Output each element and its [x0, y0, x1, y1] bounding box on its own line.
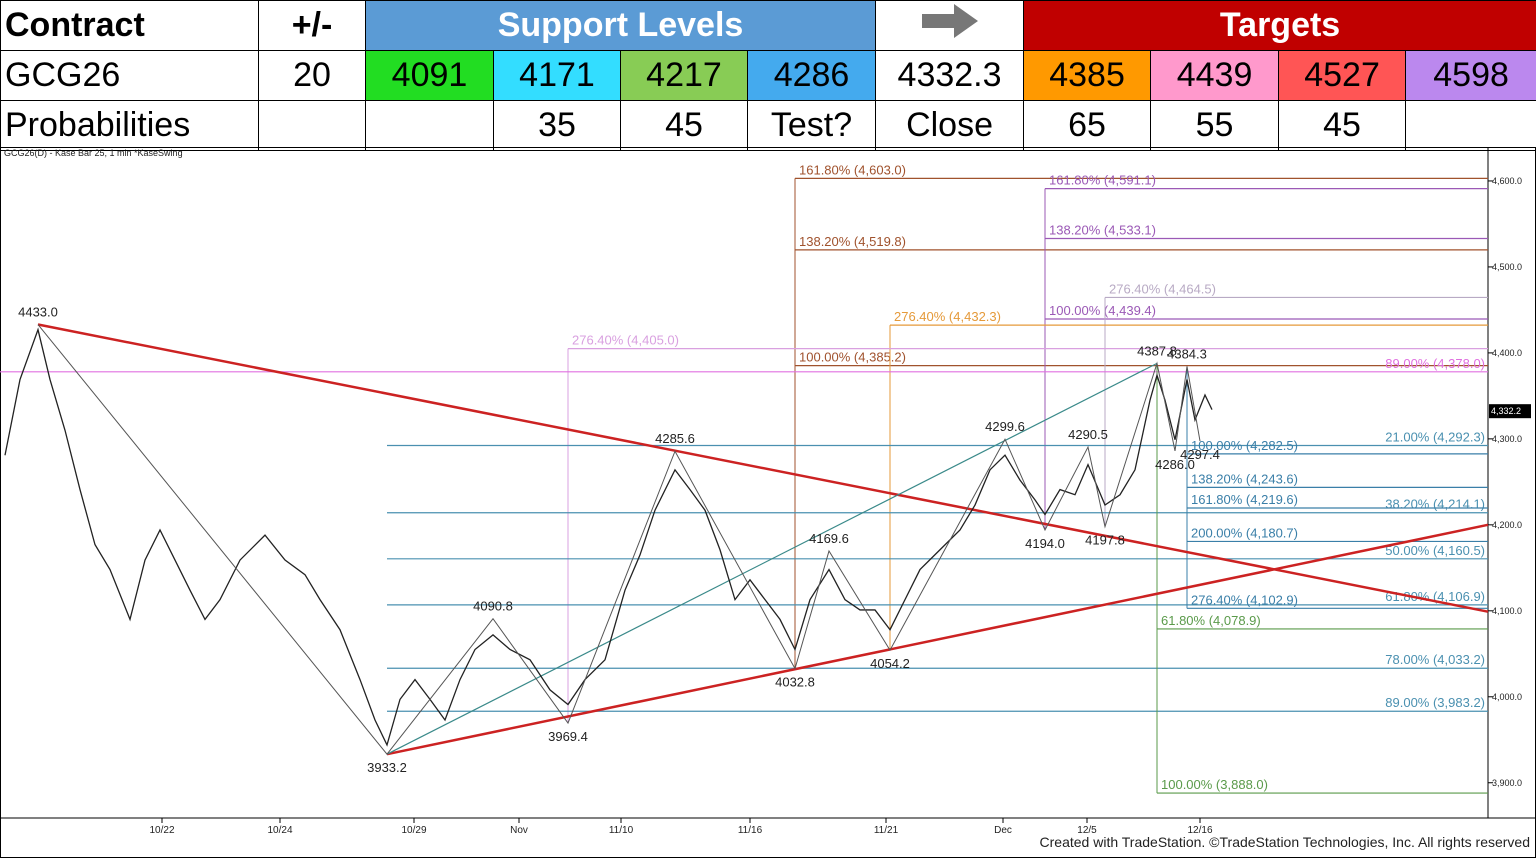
fib-label: 276.40% (4,432.3) — [894, 309, 1001, 324]
pivot-label: 4032.8 — [775, 675, 815, 690]
pivot-label: 4090.8 — [473, 599, 513, 614]
y-tick-label: 4,100.0 — [1492, 606, 1522, 616]
cell — [1405, 100, 1536, 151]
header-cell: Contract — [0, 0, 259, 51]
pivot-label: 4054.2 — [870, 656, 910, 671]
pivot-label: 4169.6 — [809, 531, 849, 546]
pivot-label: 3933.2 — [367, 760, 407, 775]
fib-label: 100.00% (4,385.2) — [799, 350, 906, 365]
cell: 4385 — [1023, 50, 1152, 101]
fib-label: 138.20% (4,519.8) — [799, 234, 906, 249]
x-tick-label: 11/10 — [609, 825, 634, 836]
pivot-label: 4290.5 — [1068, 427, 1108, 442]
pivot-label: 4387.8 — [1137, 343, 1177, 358]
cell: 4439 — [1150, 50, 1280, 101]
fib-label: 50.00% (4,160.5) — [1385, 543, 1485, 558]
pivot-label: 4297.4 — [1180, 447, 1220, 462]
pivot-label: 4285.6 — [655, 431, 695, 446]
fib-label: 138.20% (4,533.1) — [1049, 222, 1156, 237]
fib-label: 276.40% (4,102.9) — [1191, 592, 1298, 607]
pivot-label: 4197.8 — [1085, 533, 1125, 548]
y-tick-label: 4,000.0 — [1492, 692, 1522, 702]
footer: Created with TradeStation. ©TradeStation… — [1040, 834, 1530, 850]
pivot-label: 4384.3 — [1167, 346, 1207, 361]
x-tick-label: 10/29 — [401, 825, 426, 836]
cell: 4598 — [1405, 50, 1536, 101]
fib-label: 89.00% (4,378.0) — [1385, 356, 1485, 371]
cell: Probabilities — [0, 100, 259, 151]
y-tick-label: 4,400.0 — [1492, 348, 1522, 358]
x-tick-label: 12/16 — [1187, 825, 1212, 836]
cell: 4171 — [493, 50, 621, 101]
y-tick-label: 4,500.0 — [1492, 262, 1522, 272]
chart: GCG26(D) - Kase Bar 25, 1 min *KaseSwing… — [0, 147, 1536, 858]
x-tick-label: 10/24 — [267, 825, 292, 836]
fib-label: 61.80% (4,078.9) — [1161, 613, 1261, 628]
pivot-label: 4299.6 — [985, 419, 1025, 434]
fib-label: 21.00% (4,292.3) — [1385, 429, 1485, 444]
chart-title: GCG26(D) - Kase Bar 25, 1 min *KaseSwing — [4, 148, 183, 158]
levels-table: Contract +/- Support Levels Targets GCG2… — [0, 0, 1536, 151]
cell: 4217 — [620, 50, 748, 101]
swing-line — [37, 324, 1201, 756]
y-tick-label: 3,900.0 — [1492, 778, 1522, 788]
cell — [365, 100, 494, 151]
fib-label: 100.00% (3,888.0) — [1161, 777, 1268, 792]
cell: 20 — [258, 50, 366, 101]
pivot-label: 4433.0 — [18, 305, 58, 320]
price-line — [4, 327, 1213, 747]
x-tick-label: 12/5 — [1077, 825, 1097, 836]
cell: 45 — [1278, 100, 1407, 151]
header-cell: Targets — [1023, 0, 1536, 51]
cell — [258, 100, 366, 151]
x-tick-label: Nov — [510, 825, 528, 836]
fib-label: 89.00% (3,983.2) — [1385, 695, 1485, 710]
fib-label: 100.00% (4,282.5) — [1191, 438, 1298, 453]
fib-label: 161.80% (4,219.6) — [1191, 492, 1298, 507]
y-tick-label: 4,300.0 — [1492, 434, 1522, 444]
cell: 4332.3 — [875, 50, 1025, 101]
cell: Close — [875, 100, 1025, 151]
last-price-box — [1489, 404, 1531, 419]
header-cell: +/- — [258, 0, 366, 51]
cell: 4527 — [1278, 50, 1407, 101]
pivot-label: 4286.0 — [1155, 457, 1195, 472]
chart-frame — [0, 147, 1536, 858]
trend-line — [37, 323, 1489, 613]
x-tick-label: 11/16 — [738, 825, 763, 836]
pivot-label: 4194.0 — [1025, 536, 1065, 551]
cell: 55 — [1150, 100, 1280, 151]
cell: 45 — [620, 100, 748, 151]
fib-label: 276.40% (4,405.0) — [572, 333, 679, 348]
x-tick-label: 10/22 — [149, 825, 174, 836]
trend-line — [386, 362, 1158, 755]
fib-label: 61.80% (4,106.9) — [1385, 589, 1485, 604]
cell: 4091 — [365, 50, 494, 101]
pivot-label: 3969.4 — [548, 729, 588, 744]
fib-label: 138.20% (4,243.6) — [1191, 471, 1298, 486]
fib-label: 200.00% (4,180.7) — [1191, 525, 1298, 540]
header-cell: Support Levels — [364, 0, 877, 51]
arrow-icon — [921, 4, 978, 38]
cell: 4286 — [746, 50, 877, 101]
cell: 65 — [1023, 100, 1152, 151]
cell: Test? — [746, 100, 877, 151]
fib-label: 276.40% (4,464.5) — [1109, 281, 1216, 296]
last-price-label: 4,332.2 — [1491, 406, 1521, 416]
x-tick-label: 11/21 — [874, 825, 899, 836]
arrow-cell — [875, 0, 1025, 51]
fib-label: 38.20% (4,214.1) — [1385, 497, 1485, 512]
y-tick-label: 4,200.0 — [1492, 520, 1522, 530]
cell: GCG26 — [0, 50, 259, 101]
fib-label: 78.00% (4,033.2) — [1385, 652, 1485, 667]
fib-label: 161.80% (4,603.0) — [799, 162, 906, 177]
fib-label: 161.80% (4,591.1) — [1049, 173, 1156, 188]
cell: 35 — [493, 100, 621, 151]
y-tick-label: 4,600.0 — [1492, 176, 1522, 186]
fib-label: 100.00% (4,439.4) — [1049, 303, 1156, 318]
x-tick-label: Dec — [994, 825, 1012, 836]
